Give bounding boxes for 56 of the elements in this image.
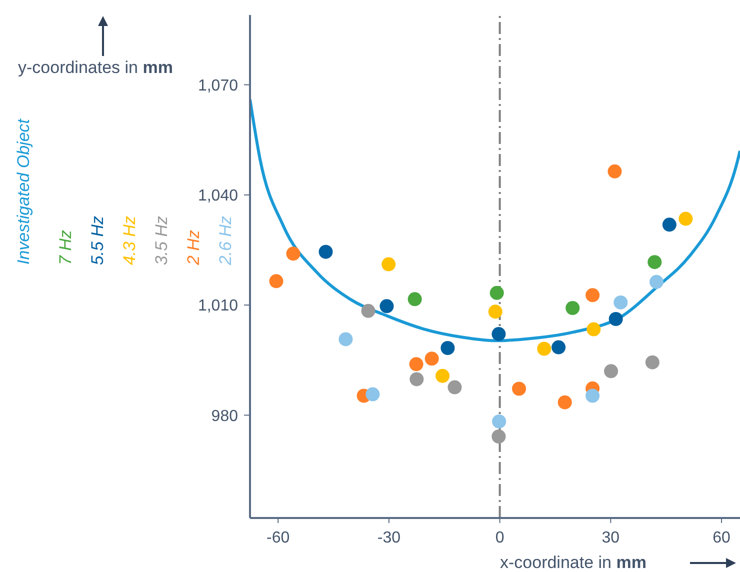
point [409,357,424,372]
y-tick-label: 1,070 [198,77,238,94]
point [662,218,676,232]
point [648,255,662,270]
x-tick-label: -60 [266,529,290,546]
text: 4.3 Hz [120,216,140,265]
point [649,274,664,289]
line-series [250,98,740,342]
point [614,295,628,310]
point [380,299,394,314]
text: 7 Hz [56,230,76,265]
text: 5.5 Hz [88,216,108,265]
x-tick-label: 30 [602,529,620,546]
y-tick-label: 1,040 [198,188,238,205]
point [338,332,353,346]
point [424,352,439,366]
y-tick-label: 1,010 [198,298,238,315]
point [586,388,600,403]
point [382,257,396,272]
point [492,429,506,444]
text: 2 Hz [184,230,204,265]
x-tick-label: 0 [495,529,504,546]
point [488,304,502,319]
point [608,164,622,178]
x-tick-label: 60 [712,529,731,546]
point [286,246,300,261]
point [608,312,623,326]
point [566,300,580,315]
point [448,380,462,394]
point [492,327,506,342]
point [604,364,618,378]
point [361,304,376,318]
point [269,274,284,288]
point [552,340,566,354]
text: Investigated Object [14,119,34,265]
point [436,368,450,383]
y-tick-label: 980 [211,408,238,425]
point [512,382,526,396]
x-axis-title: x-coordinate in mm [500,553,646,572]
point [490,286,504,300]
point [678,212,693,226]
point [410,372,424,386]
point [645,355,660,370]
point [558,395,572,410]
point [586,322,601,336]
y-axis-title: y-coordinates in mm [18,58,173,77]
point [440,341,455,356]
text: 3.5 Hz [152,216,172,265]
point [537,342,552,356]
point [366,387,380,402]
x-tick-label: -30 [377,529,401,546]
point [318,244,333,259]
point [586,288,600,302]
point [492,414,506,428]
text: 2.6 Hz [216,216,236,265]
point [408,292,422,306]
